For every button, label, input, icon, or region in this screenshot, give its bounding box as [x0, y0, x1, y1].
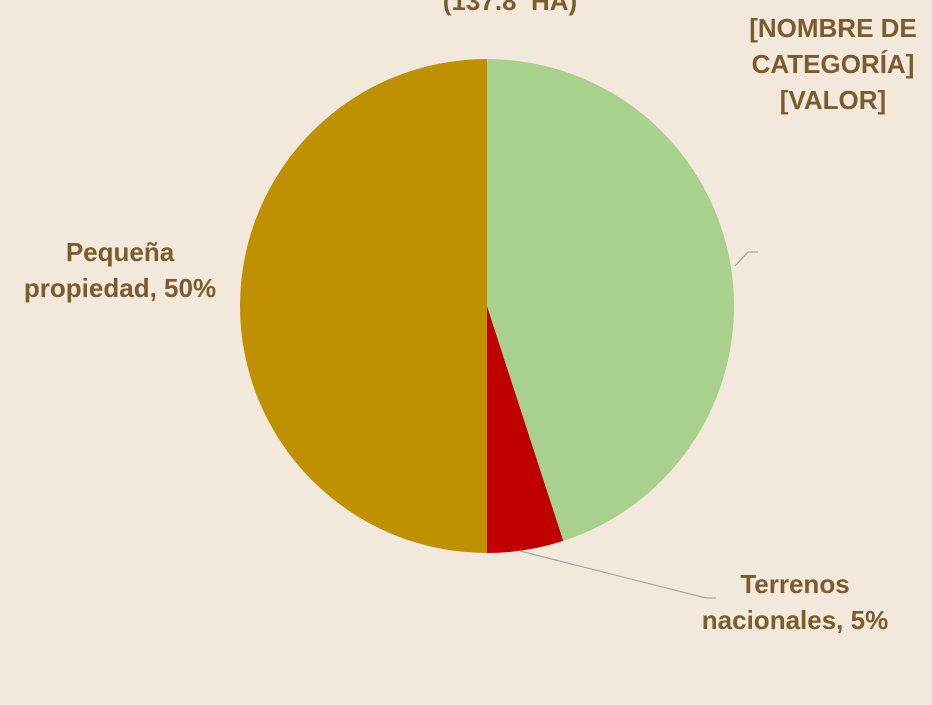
- chart-title: (137.8 HA): [442, 0, 578, 16]
- data-label: Pequeña propiedad, 50%: [23, 237, 217, 303]
- leader-line: [734, 251, 758, 267]
- data-label: [NOMBRE DE CATEGORÍA] [VALOR]: [749, 13, 917, 115]
- leader-line: [519, 550, 716, 599]
- pie-slice: [240, 59, 487, 553]
- pie-slice: [487, 306, 564, 553]
- pie-slice: [487, 59, 734, 541]
- data-label: Terrenos nacionales, 5%: [701, 569, 889, 635]
